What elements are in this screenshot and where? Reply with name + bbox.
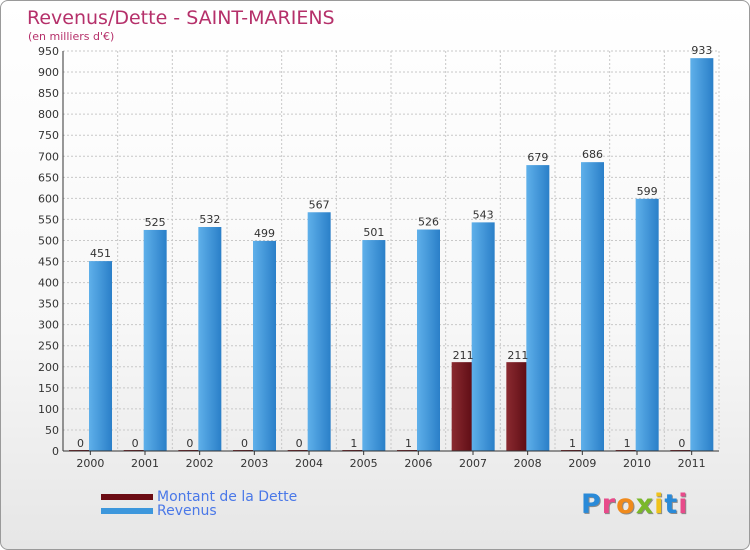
- value-label-revenus-2001: 525: [145, 216, 166, 229]
- y-tick-label: 300: [38, 319, 59, 332]
- bar-revenus-2004: [307, 212, 331, 451]
- x-tick-label: 2001: [131, 457, 159, 470]
- value-label-dette-2003: 0: [241, 437, 248, 450]
- value-label-dette-2006: 1: [405, 437, 412, 450]
- bars: [69, 58, 714, 451]
- bar-revenus-2000: [89, 261, 112, 451]
- bar-revenus-2003: [253, 240, 276, 451]
- y-tick-label: 650: [38, 171, 59, 184]
- value-label-dette-2007: 211: [453, 349, 474, 362]
- y-tick-label: 600: [38, 192, 59, 205]
- legend-swatch-revenus: [101, 508, 153, 514]
- legend-label-dette: Montant de la Dette: [157, 489, 298, 505]
- legend-swatch-dette: [101, 494, 153, 500]
- x-tick-label: 2008: [514, 457, 542, 470]
- axes: 0501001502002503003504004505005506006507…: [38, 45, 719, 470]
- x-tick-label: 2000: [76, 457, 104, 470]
- y-tick-label: 100: [38, 403, 59, 416]
- y-tick-label: 800: [38, 108, 59, 121]
- logo-letter: P: [581, 489, 602, 520]
- x-tick-label: 2010: [623, 457, 651, 470]
- proxiti-logo: Proxiti: [581, 489, 689, 520]
- logo-letter: i: [678, 489, 689, 520]
- chart-subtitle: (en milliers d'€): [28, 30, 115, 43]
- chart-title: Revenus/Dette - SAINT-MARIENS: [27, 7, 335, 29]
- value-label-dette-2008: 211: [507, 349, 528, 362]
- y-tick-label: 250: [38, 340, 59, 353]
- y-tick-label: 750: [38, 129, 59, 142]
- legend-label-revenus: Revenus: [157, 503, 217, 519]
- value-label-dette-2002: 0: [186, 437, 193, 450]
- value-label-dette-2004: 0: [296, 437, 303, 450]
- bar-revenus-2008: [526, 165, 550, 451]
- y-tick-label: 850: [38, 87, 59, 100]
- value-label-dette-2001: 0: [132, 437, 139, 450]
- y-tick-label: 700: [38, 150, 59, 163]
- value-label-dette-2010: 1: [624, 437, 631, 450]
- value-label-revenus-2011: 933: [691, 44, 712, 57]
- value-label-revenus-2006: 526: [418, 216, 439, 229]
- bar-revenus-2006: [417, 229, 440, 451]
- x-tick-label: 2009: [568, 457, 596, 470]
- y-tick-label: 400: [38, 277, 59, 290]
- legend-item-dette: Montant de la Dette: [101, 489, 297, 505]
- y-tick-label: 0: [52, 445, 59, 458]
- value-label-dette-2005: 1: [350, 437, 357, 450]
- y-tick-label: 200: [38, 361, 59, 374]
- bar-revenus-2009: [581, 162, 604, 451]
- y-tick-label: 500: [38, 234, 59, 247]
- logo-letter: t: [664, 489, 679, 520]
- value-label-revenus-2007: 543: [473, 208, 494, 221]
- x-tick-label: 2003: [240, 457, 268, 470]
- value-label-revenus-2002: 532: [199, 213, 220, 226]
- value-label-revenus-2000: 451: [90, 247, 111, 260]
- x-tick-label: 2007: [459, 457, 487, 470]
- y-tick-label: 150: [38, 382, 59, 395]
- value-label-revenus-2008: 679: [527, 151, 548, 164]
- x-tick-label: 2004: [295, 457, 323, 470]
- logo-letter: x: [635, 489, 655, 520]
- x-tick-label: 2011: [678, 457, 706, 470]
- logo-letter: i: [654, 489, 665, 520]
- bar-revenus-2002: [198, 227, 222, 451]
- y-tick-label: 950: [38, 45, 59, 58]
- value-label-dette-2000: 0: [77, 437, 84, 450]
- x-tick-label: 2002: [186, 457, 214, 470]
- x-tick-label: 2005: [350, 457, 378, 470]
- x-tick-label: 2006: [404, 457, 432, 470]
- bar-revenus-2005: [362, 240, 386, 451]
- value-label-revenus-2010: 599: [637, 185, 658, 198]
- bar-dette-2008: [506, 362, 530, 451]
- y-tick-label: 50: [45, 424, 59, 437]
- legend-item-revenus: Revenus: [101, 503, 217, 519]
- logo-letter: o: [616, 489, 636, 520]
- value-label-dette-2009: 1: [569, 437, 576, 450]
- grid-lines: [62, 50, 720, 452]
- logo-letter: r: [601, 489, 617, 520]
- y-tick-label: 450: [38, 256, 59, 269]
- value-label-revenus-2004: 567: [309, 198, 330, 211]
- y-tick-label: 900: [38, 66, 59, 79]
- bar-revenus-2010: [635, 198, 659, 451]
- value-label-dette-2011: 0: [678, 437, 685, 450]
- value-label-revenus-2003: 499: [254, 227, 275, 240]
- value-labels: 0 451 0 525 0 532 0 499 0 567 1 501 1 526 211 543 211 679…: [77, 44, 712, 450]
- value-label-revenus-2005: 501: [363, 226, 384, 239]
- y-tick-label: 350: [38, 298, 59, 311]
- bar-revenus-2001: [143, 229, 167, 451]
- bar-revenus-2007: [471, 222, 495, 451]
- value-label-revenus-2009: 686: [582, 148, 603, 161]
- bar-revenus-2011: [690, 58, 714, 451]
- bar-dette-2007: [451, 362, 475, 451]
- y-tick-label: 550: [38, 213, 59, 226]
